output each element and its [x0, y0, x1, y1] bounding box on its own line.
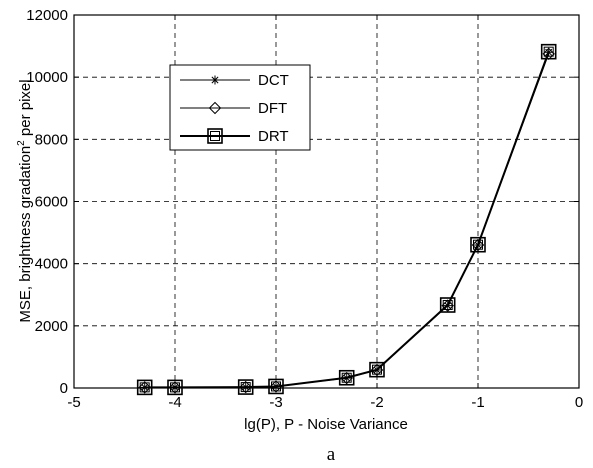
- data-point-drt: [369, 361, 385, 378]
- data-point-drt: [268, 378, 284, 395]
- x-tick-label: -3: [269, 394, 282, 411]
- y-tick-label: 0: [60, 380, 68, 397]
- data-point-dft: [471, 238, 485, 252]
- figure-caption: a: [327, 444, 336, 465]
- data-point-drt: [439, 297, 456, 313]
- y-axis-label-tail: per pixel: [17, 79, 34, 140]
- data-point-drt: [167, 379, 183, 396]
- x-axis-label: lg(P), P - Noise Variance: [244, 416, 408, 433]
- legend-marker-dct: [210, 75, 220, 85]
- y-axis-label-superscript: 2: [16, 140, 27, 146]
- y-tick-label: 8000: [35, 131, 68, 148]
- grid-lines: [73, 14, 580, 389]
- y-tick-label: 12000: [26, 7, 68, 24]
- y-tick-label: 2000: [35, 318, 68, 335]
- series-drt: [136, 43, 557, 396]
- x-tick-label: -2: [370, 394, 383, 411]
- data-point-drt: [470, 236, 486, 253]
- data-point-dft: [441, 299, 454, 312]
- series-line-drt: [144, 51, 550, 389]
- data-point-dft: [168, 381, 182, 394]
- x-tick-label: -5: [67, 394, 80, 411]
- legend-marker-dft: [208, 101, 222, 115]
- legend-label-dct: DCT: [258, 72, 289, 89]
- x-tick-label: -1: [471, 394, 484, 411]
- y-tick-label: 6000: [35, 194, 68, 211]
- data-point-drt: [237, 379, 254, 395]
- y-tick-label: 10000: [26, 69, 68, 86]
- legend-item-dct: DCT: [180, 72, 289, 89]
- data-point-dft: [239, 380, 252, 394]
- legend-marker-drt: [207, 128, 223, 144]
- data-point-drt: [338, 369, 355, 386]
- y-tick-label: 4000: [35, 256, 68, 273]
- plot-frame: [73, 14, 580, 389]
- tick-labels: -5 -4 -3 -2 -1 0 0 2000 4000 6000 8000 10000 12000: [26, 7, 583, 411]
- x-tick-label: -4: [168, 394, 181, 411]
- y-axis-label: MSE, brightness gradation2 per pixel: [16, 79, 34, 322]
- legend-item-drt: DRT: [180, 128, 289, 145]
- data-point-drt: [540, 43, 557, 60]
- legend-label-drt: DRT: [258, 128, 289, 145]
- data-point-dft: [269, 380, 283, 393]
- series-lines: [136, 43, 557, 396]
- data-point-drt: [136, 379, 153, 396]
- x-tick-label: 0: [575, 394, 583, 411]
- legend-label-dft: DFT: [258, 100, 287, 117]
- legend-item-dft: DFT: [180, 100, 287, 117]
- legend: DCT DFT DRT: [169, 64, 311, 151]
- data-point-dft: [138, 381, 151, 394]
- y-axis-label-main: MSE, brightness gradation: [17, 146, 34, 323]
- data-point-dft: [370, 363, 384, 377]
